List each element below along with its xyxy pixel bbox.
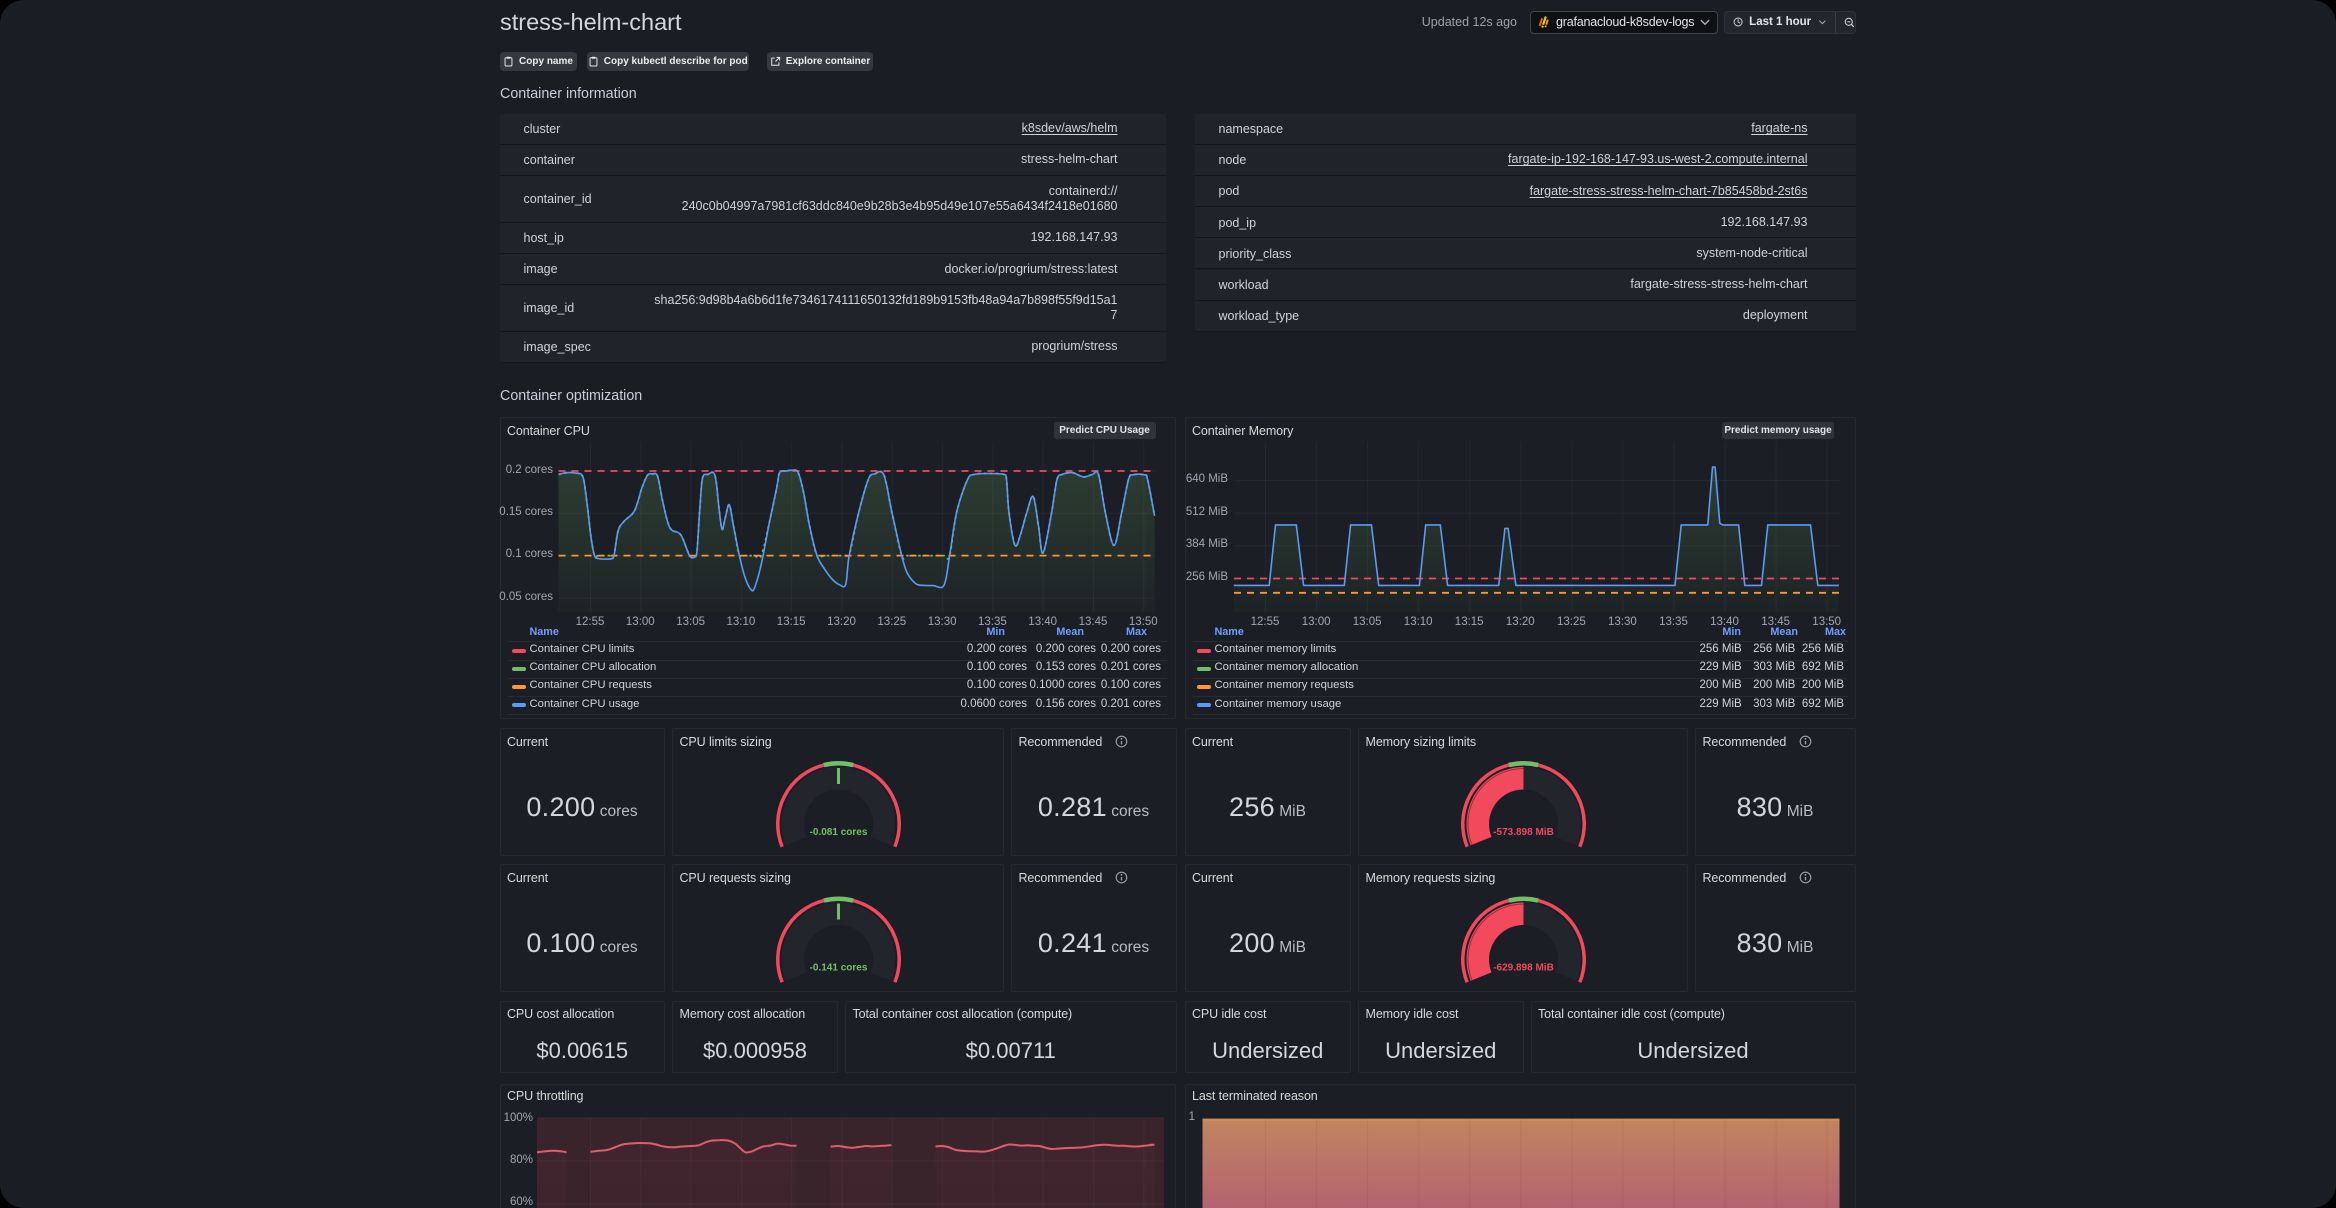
- svg-text:-573.898 MiB: -573.898 MiB: [1493, 827, 1554, 838]
- svg-text:-629.898 MiB: -629.898 MiB: [1493, 963, 1554, 974]
- svg-text:-0.141 cores: -0.141 cores: [809, 963, 867, 974]
- svg-text:-0.081 cores: -0.081 cores: [809, 827, 867, 838]
